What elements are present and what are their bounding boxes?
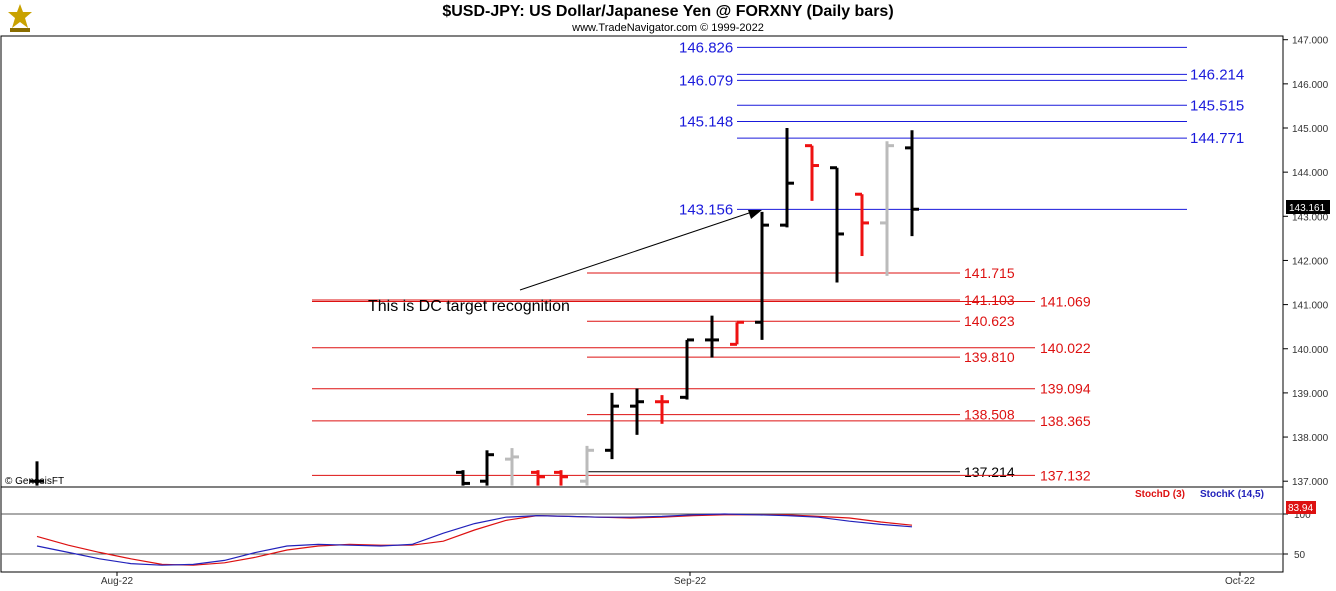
price-tick-label: 142.000: [1292, 256, 1329, 267]
red-target-label: 141.069: [1040, 294, 1091, 310]
price-tick-label: 139.000: [1292, 389, 1329, 400]
blue-target-label: 144.771: [1190, 130, 1244, 147]
red-target-label: 139.810: [964, 349, 1015, 365]
price-tick-label: 144.000: [1292, 168, 1329, 179]
plot-frame: [0, 35, 1284, 573]
stoch-last-tag: [1286, 501, 1316, 514]
trade-navigator-logo-icon: [8, 4, 32, 32]
annotation-arrow-line: [519, 211, 753, 291]
red-target-label: 138.508: [964, 407, 1015, 423]
red-target-label: 137.132: [1040, 467, 1091, 483]
price-tick-label: 141.000: [1292, 301, 1329, 312]
red-target-label: 141.715: [964, 265, 1015, 281]
stoch-d-label: StochD (3): [1135, 489, 1185, 500]
last-price-tag: [1286, 200, 1330, 214]
chart-header: $USD-JPY: US Dollar/Japanese Yen @ FORXN…: [0, 0, 1336, 36]
annotation-arrow-head: [748, 210, 762, 219]
blue-target-label: 145.148: [679, 113, 733, 130]
date-tick-label: Sep-22: [674, 576, 707, 587]
chart-subtitle: www.TradeNavigator.com © 1999-2022: [572, 22, 764, 34]
red-target-label: 140.022: [1040, 340, 1091, 356]
red-target-label: 139.094: [1040, 381, 1091, 397]
stoch-tick-label: 100: [1294, 510, 1311, 521]
stoch-k-label: StochK (14,5): [1200, 489, 1264, 500]
price-tick-label: 140.000: [1292, 345, 1329, 356]
stoch-tick-label: 50: [1294, 550, 1306, 561]
blue-target-label: 146.079: [679, 72, 733, 89]
red-target-label: 138.365: [1040, 413, 1091, 429]
red-target-label: 137.214: [964, 464, 1015, 480]
last-price-value: 143.161: [1289, 203, 1326, 214]
blue-target-label: 145.515: [1190, 97, 1244, 114]
blue-target-label: 143.156: [679, 201, 733, 218]
price-tick-label: 145.000: [1292, 124, 1329, 135]
genesis-watermark: © GenesisFT: [5, 476, 64, 487]
stoch-k-line: [36, 513, 913, 566]
date-tick-label: Aug-22: [101, 576, 134, 587]
price-tick-label: 146.000: [1292, 80, 1329, 91]
price-tick-label: 147.000: [1292, 36, 1329, 47]
red-target-label: 141.103: [964, 292, 1015, 308]
price-tick-label: 137.000: [1292, 477, 1329, 488]
price-tick-label: 138.000: [1292, 433, 1329, 444]
price-tick-label: 143.000: [1292, 212, 1329, 223]
red-target-label: 140.623: [964, 313, 1015, 329]
stoch-last-value: 83.94: [1288, 503, 1313, 514]
chart-title: $USD-JPY: US Dollar/Japanese Yen @ FORXN…: [442, 3, 894, 20]
blue-target-label: 146.214: [1190, 66, 1244, 83]
blue-target-label: 146.826: [679, 39, 733, 56]
date-tick-label: Oct-22: [1225, 576, 1255, 587]
dc-target-annotation: This is DC target recognition: [368, 298, 570, 315]
